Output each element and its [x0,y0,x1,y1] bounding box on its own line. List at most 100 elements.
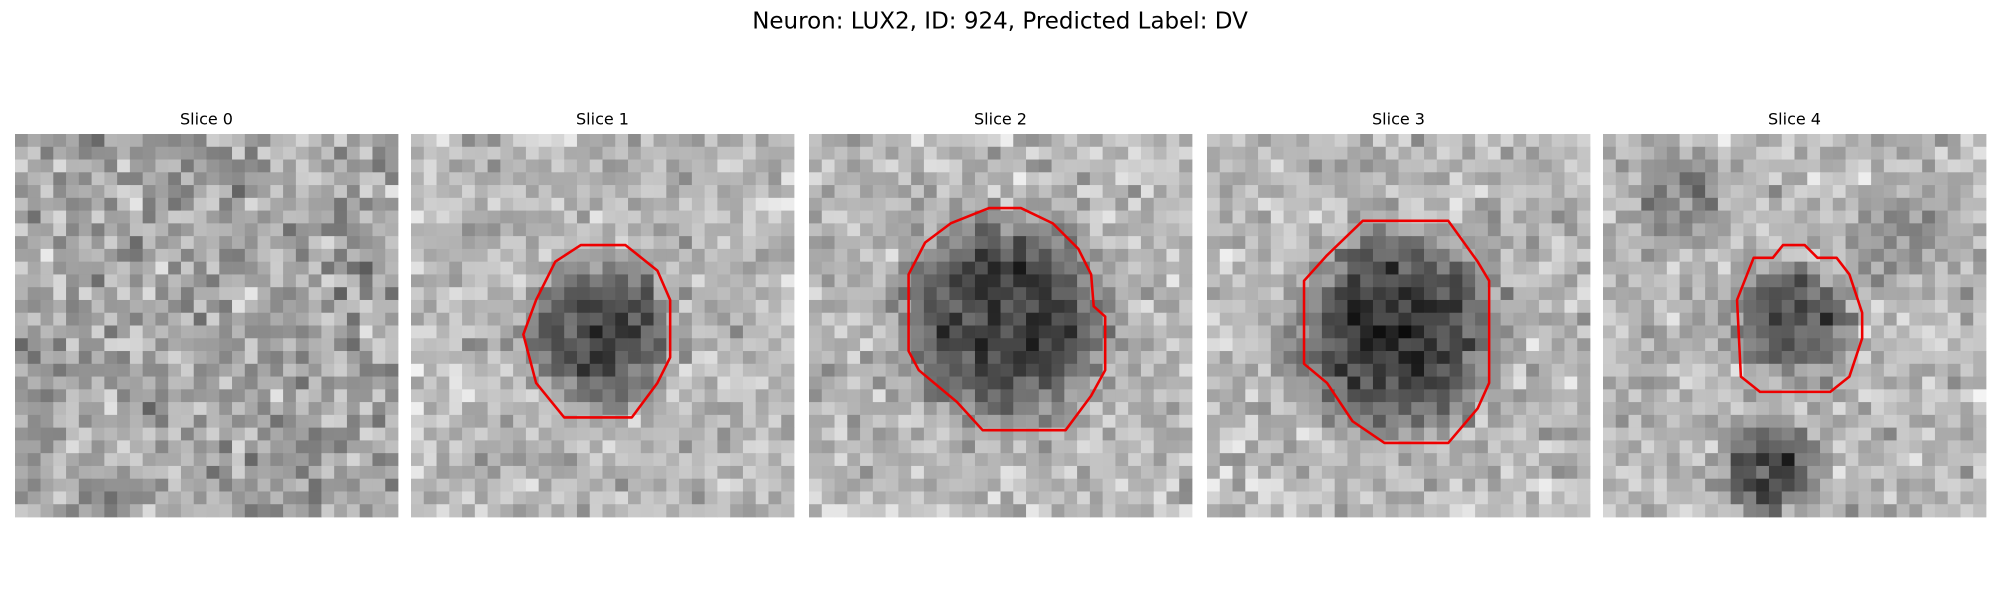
pixel [872,414,886,429]
pixel [1551,299,1565,314]
pixel [1603,159,1617,173]
pixel [27,223,41,237]
pixel [1705,312,1719,326]
pixel [359,287,373,301]
pixel [589,491,603,505]
pixel [53,402,67,416]
pixel [1807,363,1821,377]
pixel [1475,185,1489,199]
pixel [1909,440,1923,454]
pixel [206,146,220,160]
pixel [1385,287,1399,301]
pixel [742,363,757,377]
pixel [872,465,886,480]
pixel [423,453,437,467]
pixel [462,491,476,505]
pixel [1207,299,1221,314]
pixel [679,351,693,365]
pixel [1705,491,1719,505]
pixel [449,210,463,224]
pixel [691,172,706,186]
pixel [730,159,744,173]
pixel [834,376,848,390]
pixel [321,299,335,314]
pixel [1475,274,1489,288]
pixel [27,453,41,467]
pixel [1934,299,1949,314]
pixel [1832,351,1846,365]
pixel [809,248,823,263]
pixel [1347,185,1361,199]
pixel [666,376,680,390]
pixel [232,185,246,199]
pixel [755,491,769,505]
pixel [1462,402,1476,416]
pixel [1564,504,1578,518]
pixel [1858,312,1872,326]
pixel [513,351,527,365]
pixel [809,172,823,186]
pixel [1128,325,1142,339]
pixel [1934,210,1949,224]
pixel [436,325,450,339]
pixel [1179,134,1193,148]
pixel [1603,248,1617,263]
pixel [1245,197,1259,211]
pixel [219,351,233,365]
pixel [168,389,182,403]
pixel [1296,504,1310,518]
pixel [1654,185,1668,199]
pixel [1128,338,1142,352]
pixel [1628,159,1642,173]
pixel [640,197,654,211]
pixel [283,223,297,237]
pixel [691,325,706,339]
pixel [168,274,182,288]
pixel [129,287,144,301]
pixel [1845,389,1859,403]
pixel [1807,453,1821,467]
pixel [257,185,271,199]
pixel [372,453,386,467]
pixel [1207,287,1221,301]
pixel [142,363,156,377]
pixel [847,427,861,441]
pixel [257,351,271,365]
pixel [1577,172,1591,186]
pixel [359,248,373,263]
pixel [283,351,297,365]
pixel [602,402,616,416]
pixel [1756,299,1770,314]
pixel [691,159,706,173]
pixel [372,261,386,275]
pixel [1743,185,1757,199]
pixel [1115,312,1129,326]
pixel [704,159,718,173]
pixel [1038,248,1052,263]
pixel [1296,478,1310,492]
pixel [1283,414,1297,429]
pixel [321,248,335,263]
pixel [1270,172,1284,186]
pixel [1128,351,1142,365]
pixel [334,134,348,148]
pixel [385,363,399,377]
pixel [1832,236,1846,250]
pixel [1089,312,1104,326]
pixel [66,363,80,377]
pixel [1013,248,1027,263]
pixel [1858,351,1872,365]
pixel [1064,146,1078,160]
pixel [885,338,899,352]
pixel [628,146,642,160]
pixel [1666,504,1680,518]
pixel [640,299,654,314]
pixel [1794,491,1808,505]
pixel [1232,248,1246,263]
pixel [244,491,258,505]
pixel [1424,299,1438,314]
pixel [1909,338,1923,352]
pixel [257,376,271,390]
pixel [1013,478,1027,492]
pixel [781,261,795,275]
